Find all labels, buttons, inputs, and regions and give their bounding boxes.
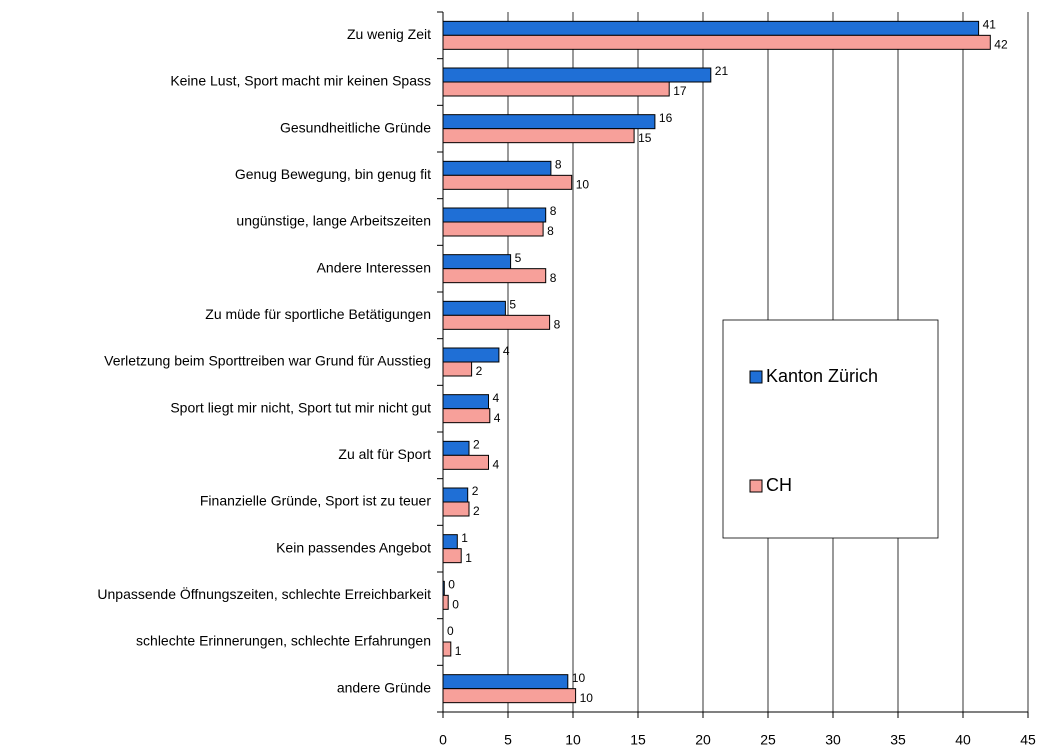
y-tick-label: Andere Interessen (317, 259, 431, 275)
bar (442, 674, 569, 690)
x-tick-label: 35 (890, 732, 906, 748)
data-label: 17 (673, 84, 687, 98)
legend-label: CH (766, 475, 792, 495)
data-label: 0 (452, 598, 459, 612)
y-tick-label: Zu müde für sportliche Betätigungen (205, 306, 431, 322)
bar (442, 501, 470, 517)
bar (442, 534, 458, 550)
legend-label: Kanton Zürich (766, 366, 878, 386)
bar (442, 487, 469, 503)
data-label: 0 (447, 624, 454, 638)
data-label: 5 (515, 251, 522, 265)
data-label: 10 (580, 691, 594, 705)
data-label: 8 (550, 204, 557, 218)
data-label: 42 (994, 38, 1008, 52)
bar (442, 254, 512, 270)
data-label: 2 (476, 364, 483, 378)
bar (442, 440, 470, 456)
data-label: 10 (572, 671, 586, 685)
x-tick-label: 0 (439, 732, 447, 748)
bar (442, 347, 500, 363)
y-tick-label: Sport liegt mir nicht, Sport tut mir nic… (170, 399, 431, 415)
data-label: 4 (493, 458, 500, 472)
y-tick-label: Keine Lust, Sport macht mir keinen Spass (170, 73, 431, 89)
bar (442, 641, 452, 657)
y-tick-label: Genug Bewegung, bin genug fit (235, 166, 431, 182)
bar (442, 394, 489, 410)
bar (442, 67, 712, 83)
x-tick-label: 30 (825, 732, 841, 748)
x-tick-label: 10 (565, 732, 581, 748)
x-tick-label: 45 (1020, 732, 1036, 748)
bar (442, 174, 573, 190)
legend-swatch (749, 370, 763, 384)
bar (442, 221, 544, 237)
data-label: 2 (472, 484, 479, 498)
x-tick-label: 20 (695, 732, 711, 748)
data-label: 8 (554, 318, 561, 332)
x-tick-label: 40 (955, 732, 971, 748)
x-tick-label: 15 (630, 732, 646, 748)
bar (442, 361, 473, 377)
bar (442, 268, 547, 284)
bar (442, 594, 449, 610)
data-label: 1 (465, 551, 472, 565)
y-tick-label: Finanzielle Gründe, Sport ist zu teuer (200, 493, 431, 509)
y-tick-label: Unpassende Öffnungszeiten, schlechte Err… (97, 585, 431, 602)
y-tick-label: andere Gründe (337, 679, 431, 695)
data-label: 8 (550, 271, 557, 285)
data-label: 1 (461, 531, 468, 545)
legend-swatch (749, 479, 763, 493)
data-label: 4 (503, 344, 510, 358)
bar (442, 408, 491, 424)
data-label: 4 (494, 411, 501, 425)
bar (442, 454, 489, 470)
data-label: 16 (659, 111, 673, 125)
bar (442, 580, 445, 596)
bar (442, 688, 577, 704)
bar (442, 114, 656, 130)
data-label: 8 (555, 158, 562, 172)
data-label: 2 (473, 504, 480, 518)
data-label: 41 (983, 18, 997, 32)
y-tick-label: Zu alt für Sport (338, 446, 431, 462)
y-tick-label: Verletzung beim Sporttreiben war Grund f… (104, 353, 431, 369)
bar (442, 34, 991, 50)
data-label: 5 (509, 298, 516, 312)
data-label: 0 (448, 578, 455, 592)
data-label: 10 (576, 178, 590, 192)
bar (442, 300, 506, 316)
bar (442, 128, 635, 144)
bar (442, 548, 462, 564)
data-label: 21 (715, 64, 729, 78)
x-tick-label: 25 (760, 732, 776, 748)
y-tick-label: schlechte Erinnerungen, schlechte Erfahr… (136, 633, 431, 649)
data-label: 8 (547, 224, 554, 238)
data-label: 1 (455, 644, 462, 658)
bar (442, 81, 670, 97)
y-tick-label: Gesundheitliche Gründe (280, 119, 431, 135)
data-label: 2 (473, 438, 480, 452)
bar (442, 160, 552, 176)
data-label: 4 (493, 391, 500, 405)
bar (442, 20, 980, 36)
x-tick-label: 5 (504, 732, 512, 748)
data-label: 15 (638, 131, 652, 145)
y-tick-label: Zu wenig Zeit (347, 26, 431, 42)
y-tick-label: ungünstige, lange Arbeitszeiten (236, 213, 431, 229)
bar (442, 207, 547, 223)
legend-box (722, 319, 939, 539)
y-tick-label: Kein passendes Angebot (276, 539, 431, 555)
bar (442, 314, 551, 330)
